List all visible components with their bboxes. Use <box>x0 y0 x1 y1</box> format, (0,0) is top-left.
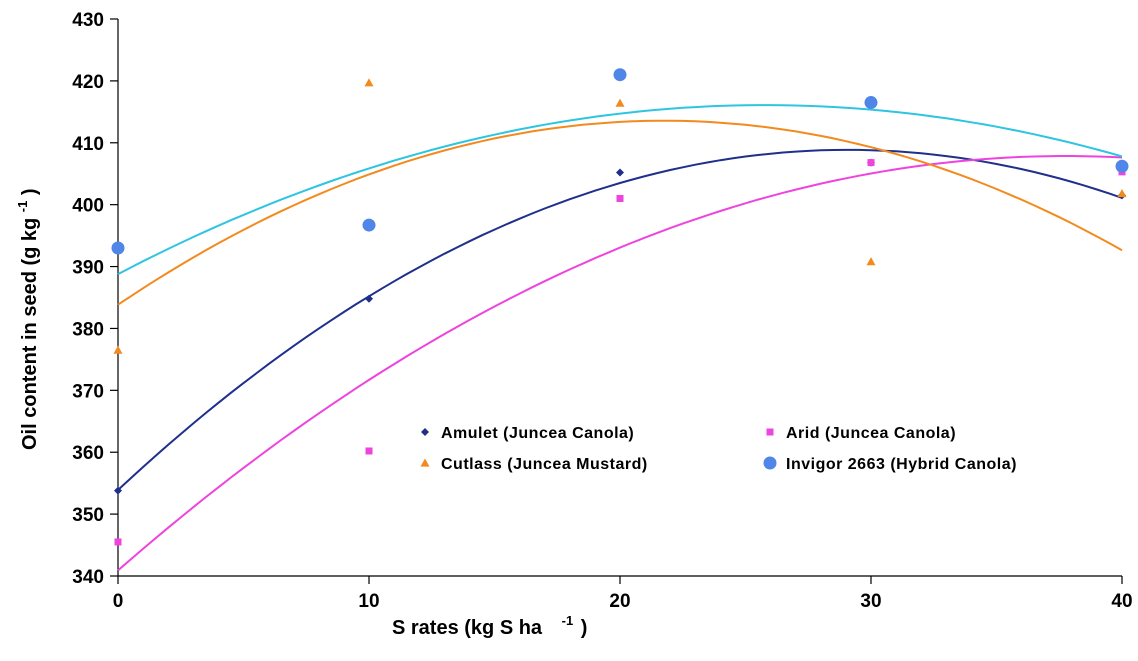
x-axis-title: S rates (kg S ha -1 ) <box>392 608 587 639</box>
y-tick-label: 350 <box>72 505 104 526</box>
legend-label: Cutlass (Juncea Mustard) <box>441 456 648 473</box>
data-point <box>616 194 624 202</box>
x-tick-label: 20 <box>609 591 630 612</box>
y-tick-label: 410 <box>72 134 104 155</box>
x-tick-label: 40 <box>1111 591 1132 612</box>
data-point <box>613 68 627 82</box>
y-tick-label: 380 <box>72 319 104 340</box>
x-tick-label: 0 <box>113 591 124 612</box>
data-point <box>867 159 875 167</box>
trend-line <box>117 119 1123 306</box>
data-point <box>111 241 125 255</box>
data-points <box>111 68 1129 546</box>
data-point <box>113 345 123 354</box>
data-point <box>1117 189 1127 198</box>
trend-line <box>117 104 1123 275</box>
legend-marker <box>420 458 430 467</box>
y-tick-label: 430 <box>72 10 104 31</box>
data-point <box>365 294 373 303</box>
data-point <box>1115 159 1129 173</box>
y-axis-title-main: Oil content in seed (g kg <box>19 218 41 450</box>
trend-line <box>117 155 1123 572</box>
y-tick-label: 400 <box>72 196 104 217</box>
data-point <box>616 168 624 177</box>
data-point <box>866 257 876 266</box>
data-point <box>365 447 373 455</box>
y-axis-title-close: ) <box>19 188 41 195</box>
x-axis-title-close: ) <box>581 617 588 639</box>
y-axis-title: Oil content in seed (g kg -1 ) <box>10 188 41 450</box>
y-tick-label: 360 <box>72 443 104 464</box>
legend-marker <box>763 456 777 470</box>
x-axis-title-sup: -1 <box>562 613 574 628</box>
data-point <box>864 96 878 110</box>
data-point <box>615 98 625 107</box>
x-axis-title-main: S rates (kg S ha <box>392 617 543 639</box>
x-ticks: 0 10 20 30 40 <box>113 576 1133 612</box>
y-axis-title-sup: -1 <box>15 201 30 213</box>
data-point <box>114 486 122 495</box>
x-tick-label: 10 <box>358 591 379 612</box>
legend-marker <box>421 428 429 436</box>
y-tick-label: 340 <box>72 567 104 588</box>
legend-label: Invigor 2663 (Hybrid Canola) <box>786 456 1017 473</box>
x-tick-label: 30 <box>860 591 881 612</box>
data-point <box>364 78 374 87</box>
data-point <box>114 538 122 546</box>
legend-label: Arid (Juncea Canola) <box>786 425 956 442</box>
legend-label: Amulet (Juncea Canola) <box>441 425 634 442</box>
legend: Amulet (Juncea Canola) Arid (Juncea Canol… <box>420 425 1017 473</box>
data-point <box>362 218 376 232</box>
y-ticks: 340 350 360 370 380 390 400 410 420 430 <box>72 10 118 588</box>
legend-marker <box>766 428 774 436</box>
trend-lines <box>117 104 1123 572</box>
trend-line <box>117 148 1123 491</box>
y-tick-label: 370 <box>72 381 104 402</box>
y-tick-label: 390 <box>72 258 104 279</box>
y-tick-label: 420 <box>72 72 104 93</box>
